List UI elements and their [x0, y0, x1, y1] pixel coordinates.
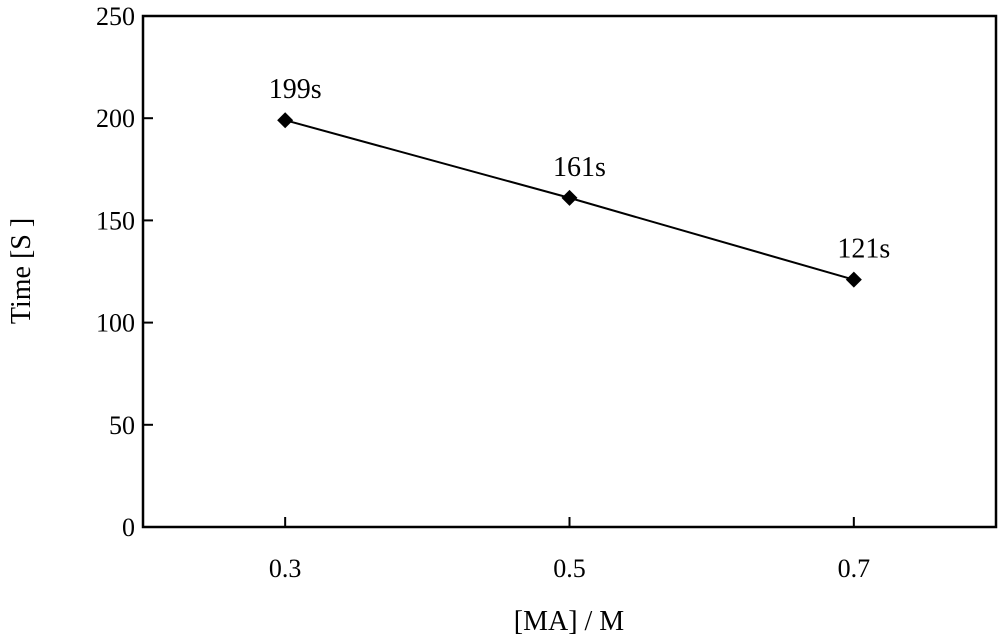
data-point-marker: [561, 189, 578, 206]
x-tick-label: 0.3: [269, 554, 302, 583]
data-label: 199s: [269, 74, 322, 105]
y-tick-label: 150: [96, 206, 135, 235]
y-tick-label: 250: [96, 2, 135, 31]
data-point-marker: [277, 112, 294, 129]
x-axis-ticks: 0.3 0.5 0.7: [269, 517, 870, 583]
data-label: 121s: [837, 234, 890, 265]
data-label: 161s: [553, 152, 606, 183]
y-tick-label: 0: [122, 513, 135, 542]
y-tick-label: 100: [96, 309, 135, 338]
series-group: 199s 161s 121s: [269, 74, 890, 288]
y-tick-label: 200: [96, 104, 135, 133]
y-axis-title: Time [S ]: [6, 218, 37, 324]
data-point-marker: [845, 271, 862, 288]
y-axis-ticks: 0 50 100 150 200 250: [96, 2, 153, 542]
x-tick-label: 0.7: [838, 554, 871, 583]
x-tick-label: 0.5: [553, 554, 586, 583]
x-axis-title: [MA] / M: [514, 606, 625, 637]
y-tick-label: 50: [109, 411, 135, 440]
